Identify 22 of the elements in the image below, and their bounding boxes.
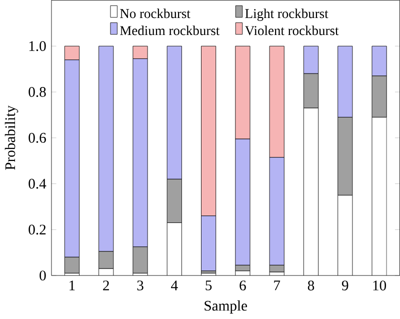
x-tick-label: 2 [103, 280, 109, 290]
x-tick-label: 5 [206, 280, 212, 291]
y-tick-label: 0 [40, 270, 46, 281]
x-tick-label: 10 [373, 280, 386, 291]
y-tick-label: 0.4 [28, 179, 46, 189]
x-tick-label: 4 [171, 280, 178, 290]
x-tick-label: 6 [240, 280, 246, 291]
legend-label: No rockburst [120, 8, 190, 18]
legend-label: Light rockburst [245, 8, 328, 22]
x-tick-label: 7 [274, 280, 280, 290]
x-tick-label: 1 [70, 280, 75, 290]
legend-label: Violent rockburst [244, 26, 339, 36]
y-tick-label: 0.8 [28, 87, 46, 98]
y-tick-label: 1.0 [29, 41, 46, 52]
x-tick-label: 8 [308, 280, 314, 291]
y-tick-label: 0.6 [28, 133, 46, 144]
x-axis-title: Sample [204, 300, 248, 314]
legend-label: Medium rockburst [120, 26, 220, 36]
x-tick-label: 3 [137, 280, 144, 291]
x-tick-label: 9 [342, 280, 348, 291]
y-tick-label: 0.2 [28, 224, 46, 235]
y-axis-title: Probability [4, 106, 18, 170]
